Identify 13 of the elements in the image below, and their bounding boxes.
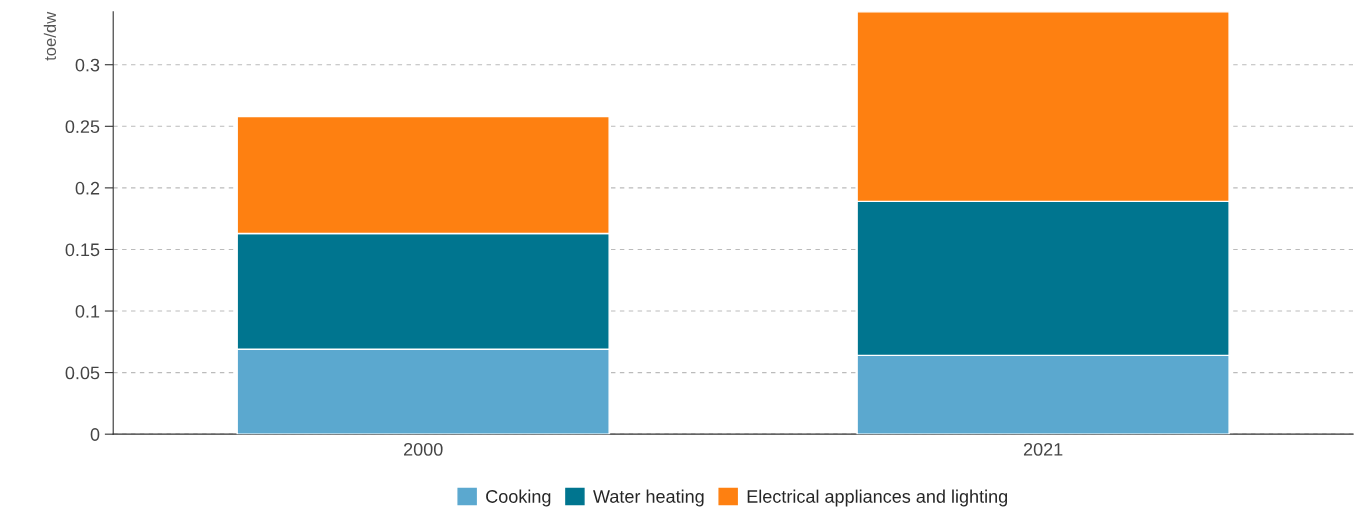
legend-label: Electrical appliances and lighting xyxy=(747,489,1008,507)
x-tick-label: 2000 xyxy=(404,442,443,456)
x-tick-label: 2021 xyxy=(1023,442,1063,456)
y-tick-label: 0.1 xyxy=(75,304,100,318)
y-tick-label: 0.25 xyxy=(65,120,100,134)
y-tick-label: 0.15 xyxy=(65,243,100,257)
legend-label: Water heating xyxy=(593,489,704,507)
y-axis-title: toe/dw xyxy=(43,11,57,61)
y-tick-label: 0.05 xyxy=(65,366,100,380)
y-tick-label: 0.3 xyxy=(75,58,100,72)
legend-label: Cooking xyxy=(486,489,551,507)
y-tick-label: 0 xyxy=(90,428,100,441)
y-tick-label: 0.2 xyxy=(75,181,100,195)
